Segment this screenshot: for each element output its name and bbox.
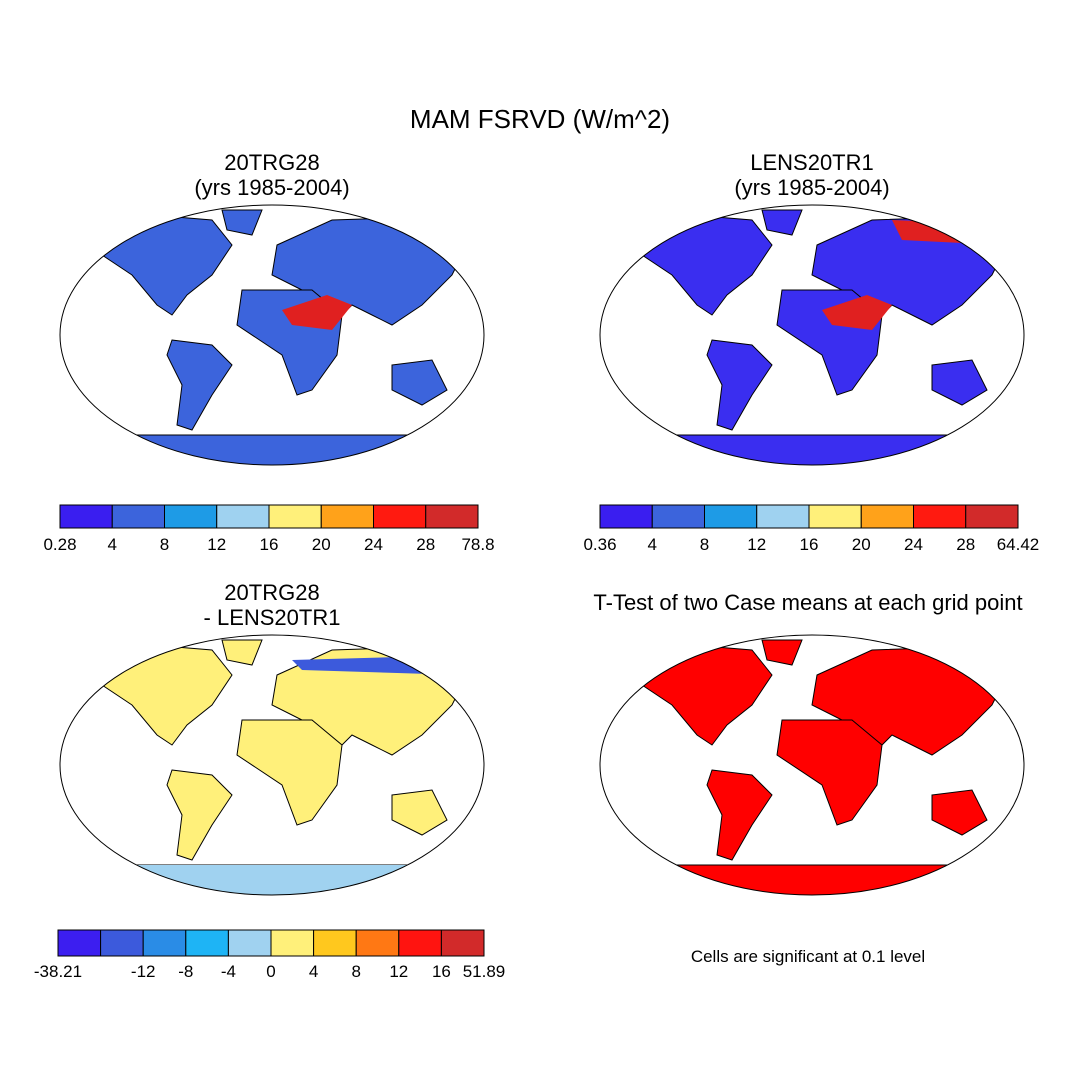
colorbar-box bbox=[111, 504, 165, 529]
colorbar-label: 51.89 bbox=[463, 962, 506, 981]
colorbar-label: -12 bbox=[131, 962, 156, 981]
colorbar-label: 0.28 bbox=[43, 535, 76, 554]
colorbar-box bbox=[185, 929, 229, 957]
colorbar-label: 8 bbox=[351, 962, 360, 981]
colorbar-label: -38.21 bbox=[34, 962, 82, 981]
colorbar-label: 28 bbox=[956, 535, 975, 554]
panel-subtitle: - LENS20TR1 bbox=[204, 605, 341, 630]
panel-title: 20TRG28 bbox=[224, 580, 319, 605]
colorbar-box bbox=[965, 504, 1019, 529]
note: Cells are significant at 0.1 level bbox=[691, 947, 925, 966]
colorbar-label: -8 bbox=[178, 962, 193, 981]
map bbox=[59, 634, 485, 896]
panel-title: T-Test of two Case means at each grid po… bbox=[593, 590, 1022, 615]
colorbar-label: -4 bbox=[221, 962, 236, 981]
colorbar-label: 64.42 bbox=[997, 535, 1040, 554]
colorbar-box bbox=[100, 929, 144, 957]
panel-title: 20TRG28 bbox=[224, 150, 319, 175]
colorbar-box bbox=[59, 504, 113, 529]
map bbox=[599, 634, 1025, 896]
colorbar-label: 24 bbox=[904, 535, 923, 554]
colorbar-label: 16 bbox=[432, 962, 451, 981]
panel-title: LENS20TR1 bbox=[750, 150, 874, 175]
colorbar-label: 4 bbox=[108, 535, 117, 554]
map bbox=[599, 204, 1025, 466]
colorbar-box bbox=[913, 504, 967, 529]
colorbar-label: 78.8 bbox=[461, 535, 494, 554]
colorbar-box bbox=[164, 504, 218, 529]
colorbar-box bbox=[756, 504, 810, 529]
colorbar-label: 28 bbox=[416, 535, 435, 554]
figure-title: MAM FSRVD (W/m^2) bbox=[410, 104, 670, 134]
colorbar-label: 20 bbox=[312, 535, 331, 554]
colorbar-box bbox=[320, 504, 374, 529]
colorbar-box bbox=[398, 929, 442, 957]
colorbar-label: 8 bbox=[700, 535, 709, 554]
colorbar-label: 0 bbox=[266, 962, 275, 981]
colorbar-label: 8 bbox=[160, 535, 169, 554]
colorbar-box bbox=[808, 504, 862, 529]
colorbar-box bbox=[440, 929, 485, 957]
colorbar-label: 20 bbox=[852, 535, 871, 554]
colorbar-label: 16 bbox=[260, 535, 279, 554]
colorbar-label: 16 bbox=[800, 535, 819, 554]
colorbar-box bbox=[373, 504, 427, 529]
colorbar-label: 4 bbox=[309, 962, 318, 981]
colorbar-box bbox=[704, 504, 758, 529]
colorbar-box bbox=[313, 929, 357, 957]
panel-subtitle: (yrs 1985-2004) bbox=[194, 175, 349, 200]
colorbar-label: 4 bbox=[648, 535, 657, 554]
colorbar-label: 0.36 bbox=[583, 535, 616, 554]
colorbar-box bbox=[57, 929, 102, 957]
colorbar-box bbox=[268, 504, 322, 529]
colorbar-label: 12 bbox=[389, 962, 408, 981]
colorbar-box bbox=[425, 504, 479, 529]
colorbar-box bbox=[227, 929, 272, 957]
colorbar-label: 12 bbox=[207, 535, 226, 554]
colorbar-box bbox=[651, 504, 705, 529]
colorbar-box bbox=[860, 504, 914, 529]
colorbar-label: 24 bbox=[364, 535, 383, 554]
colorbar-box bbox=[142, 929, 187, 957]
panel-subtitle: (yrs 1985-2004) bbox=[734, 175, 889, 200]
colorbar-box bbox=[216, 504, 270, 529]
colorbar-box bbox=[599, 504, 653, 529]
colorbar-label: 12 bbox=[747, 535, 766, 554]
map bbox=[59, 204, 485, 466]
colorbar-box bbox=[270, 929, 315, 957]
colorbar-box bbox=[355, 929, 400, 957]
